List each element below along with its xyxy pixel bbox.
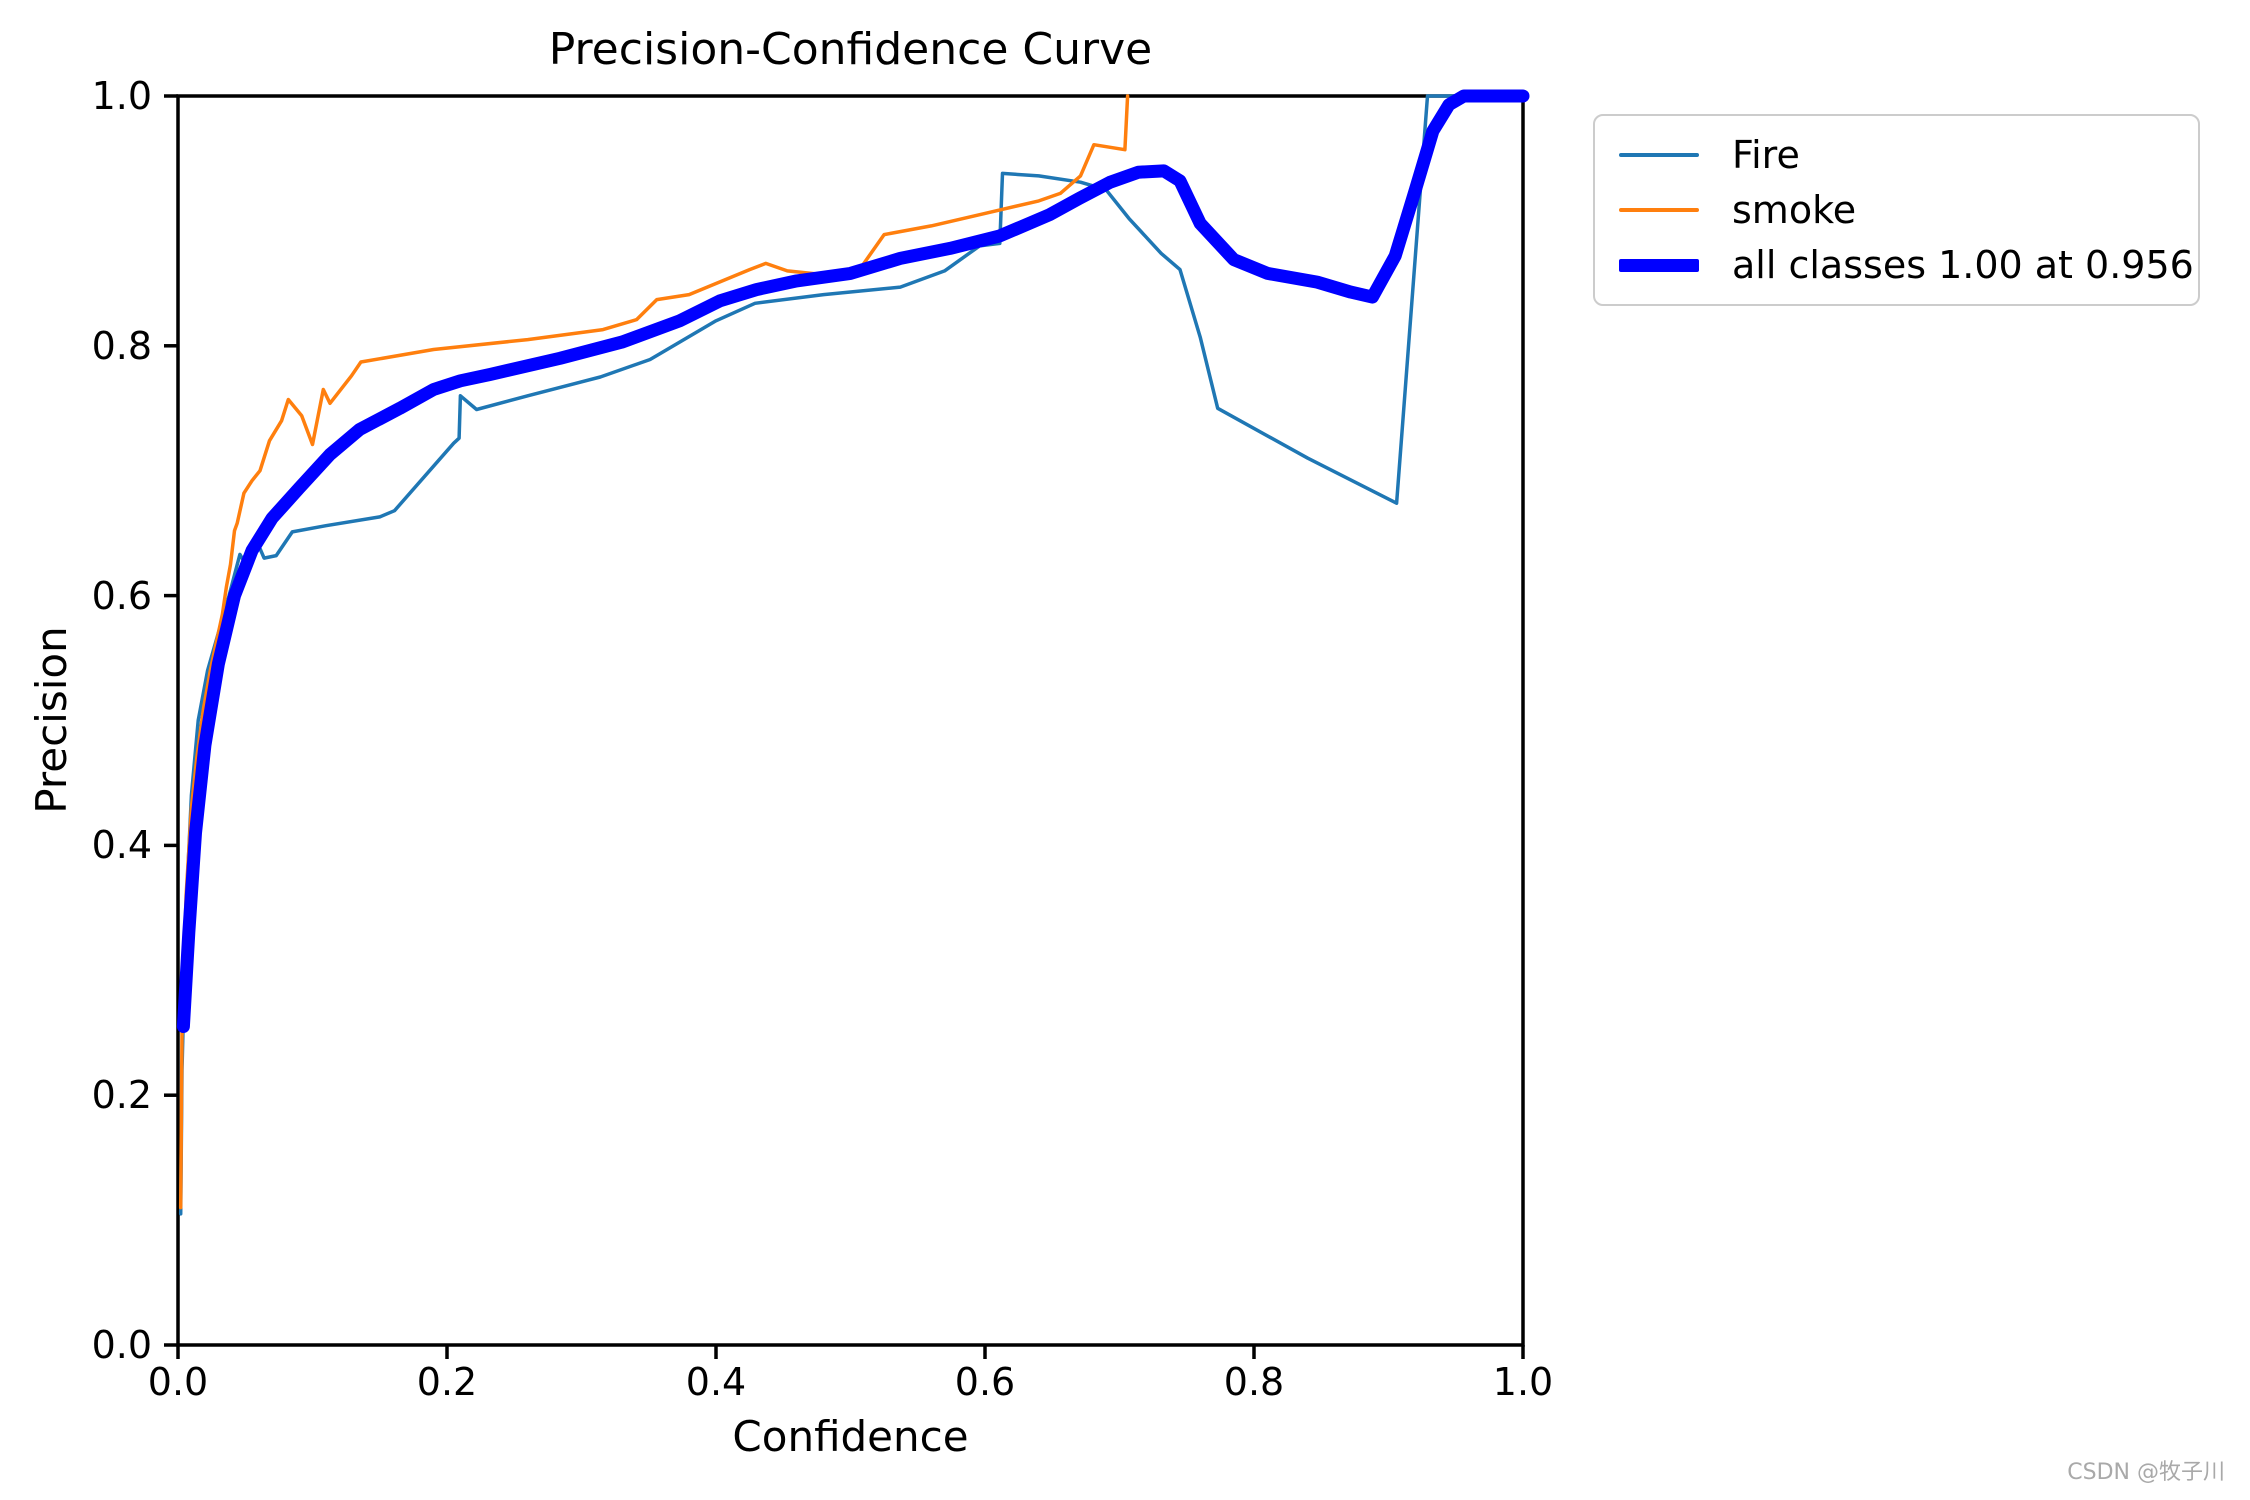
legend-label: smoke <box>1732 188 1857 232</box>
x-axis-label: Confidence <box>732 1412 969 1461</box>
x-tick-label: 0.6 <box>954 1360 1016 1404</box>
legend-box: Fire smoke all classes 1.00 at 0.956 <box>1593 114 2200 306</box>
csdn-watermark: CSDN @牧子川 <box>2067 1460 2225 1485</box>
plot-border <box>176 94 1525 1347</box>
fire-line-swatch <box>1619 153 1699 157</box>
smoke-line-swatch <box>1619 208 1699 212</box>
legend-label: Fire <box>1732 133 1800 177</box>
y-tick-label: 0.0 <box>91 1323 152 1367</box>
y-tick-label: 0.4 <box>91 823 152 867</box>
y-tick-label: 0.2 <box>91 1073 152 1117</box>
legend-item-all-classes: all classes 1.00 at 0.956 <box>1605 243 2194 287</box>
legend-label: all classes 1.00 at 0.956 <box>1732 243 2194 287</box>
all-classes-line-swatch <box>1619 258 1699 272</box>
series-line-fire <box>178 94 1525 1216</box>
y-tick-label: 0.8 <box>91 324 152 368</box>
x-tick-label: 0.4 <box>685 1360 747 1404</box>
y-axis-label: Precision <box>27 626 76 814</box>
x-tick-label: 0.8 <box>1223 1360 1285 1404</box>
legend-item-smoke: smoke <box>1605 188 2188 232</box>
x-tick-label: 0.0 <box>147 1360 209 1404</box>
x-tick-label: 1.0 <box>1492 1360 1554 1404</box>
series-line-all-classes <box>176 89 1530 1033</box>
legend-item-fire: Fire <box>1605 133 2188 177</box>
x-tick-label: 0.2 <box>416 1360 478 1404</box>
chart-title: Precision-Confidence Curve <box>548 24 1153 75</box>
series-line-smoke <box>178 94 1130 1210</box>
y-tick-label: 1.0 <box>91 74 152 118</box>
y-tick-label: 0.6 <box>91 574 152 618</box>
